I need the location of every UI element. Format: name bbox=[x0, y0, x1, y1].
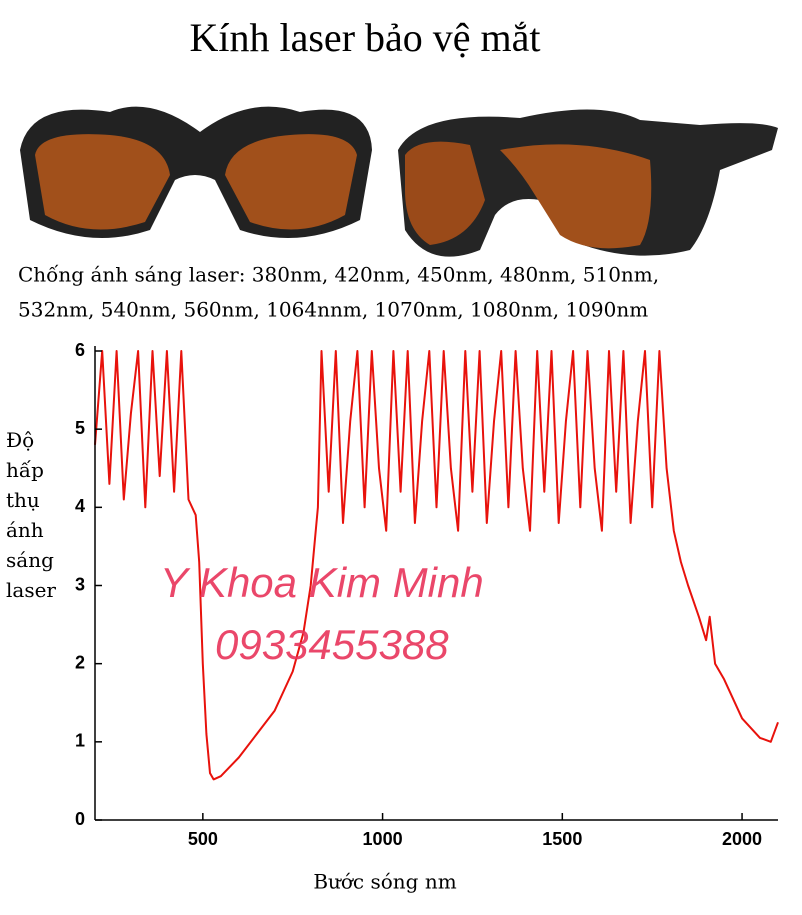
subtitle: 532nm, 540nm, 560nm, 1064nnm, 1070nm, 10… bbox=[18, 298, 648, 322]
y-tick-label: 2 bbox=[75, 652, 85, 672]
glasses-front bbox=[20, 106, 372, 238]
x-tick-label: 500 bbox=[188, 829, 218, 849]
y-tick-label: 4 bbox=[75, 496, 85, 516]
y-tick-label: 1 bbox=[75, 731, 85, 751]
watermark: 0933455388 bbox=[215, 621, 449, 668]
y-tick-label: 5 bbox=[75, 418, 85, 438]
chart-title: Kính laser bảo vệ mắt bbox=[190, 15, 541, 60]
x-axis-label: Bước sóng nm bbox=[313, 870, 456, 894]
y-tick-label: 6 bbox=[75, 340, 85, 360]
glasses-side bbox=[398, 109, 778, 257]
x-tick-label: 2000 bbox=[722, 829, 762, 849]
x-tick-label: 1000 bbox=[363, 829, 403, 849]
y-axis-label: Độ hấp thụ ánh sáng laser bbox=[6, 428, 56, 602]
subtitle: Chống ánh sáng laser: 380nm, 420nm, 450n… bbox=[18, 263, 659, 287]
watermark: Y Khoa Kim Minh bbox=[160, 559, 484, 606]
x-tick-label: 1500 bbox=[542, 829, 582, 849]
y-tick-label: 0 bbox=[75, 809, 85, 829]
data-line bbox=[94, 350, 779, 781]
y-tick-label: 3 bbox=[75, 574, 85, 594]
